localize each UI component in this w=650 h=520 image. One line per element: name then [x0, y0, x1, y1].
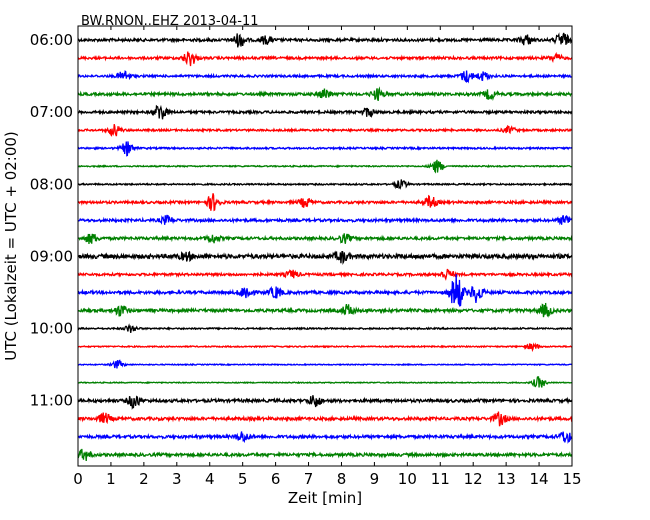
x-tick-label: 9: [370, 470, 380, 488]
trace-0730: [77, 141, 573, 157]
trace-1100: [77, 395, 573, 410]
x-tick-label: 5: [238, 470, 248, 488]
chart-title: BW.RNON..EHZ 2013-04-11: [81, 14, 259, 29]
trace-0815: [77, 193, 573, 212]
x-tick-label: 7: [304, 470, 314, 488]
trace-0715: [77, 124, 573, 137]
x-tick-label: 2: [139, 470, 149, 488]
x-axis-title: Zeit [min]: [288, 489, 362, 507]
trace-group: [77, 32, 573, 461]
y-axis: 06:00 07:00 08:00 09:00 10:00 11:00: [30, 31, 572, 410]
trace-1030: [77, 359, 573, 369]
trace-0900: [77, 250, 573, 265]
y-axis-title: UTC (Lokalzeit = UTC + 02:00): [2, 131, 20, 361]
x-tick-label: 3: [172, 470, 182, 488]
trace-0915: [77, 268, 573, 281]
trace-0930: [77, 274, 573, 307]
trace-1015: [77, 342, 573, 353]
x-tick-label: 13: [497, 470, 516, 488]
x-tick-label: 14: [530, 470, 549, 488]
x-axis: 0 1 2 3 4 5 6 7 8 9 10 11 12 13 14 15: [73, 26, 582, 488]
y-tick-label: 10:00: [30, 320, 73, 338]
x-tick-label: 8: [337, 470, 347, 488]
x-tick-label: 12: [464, 470, 483, 488]
trace-1145: [77, 448, 573, 461]
trace-0630: [77, 70, 573, 84]
x-tick-label: 10: [398, 470, 417, 488]
y-tick-label: 08:00: [30, 175, 73, 193]
trace-0615: [77, 51, 573, 67]
y-tick-label: 09:00: [30, 247, 73, 265]
trace-0645: [77, 86, 573, 102]
trace-0700: [77, 104, 573, 120]
trace-0600: [77, 32, 573, 48]
trace-0745: [77, 159, 573, 174]
plot-frame: [77, 25, 573, 467]
y-tick-label: 06:00: [30, 31, 73, 49]
trace-1115: [77, 411, 573, 427]
trace-0830: [77, 214, 573, 226]
x-tick-label: 11: [431, 470, 450, 488]
trace-1045: [77, 376, 573, 388]
x-tick-label: 4: [205, 470, 215, 488]
y-tick-label: 07:00: [30, 103, 73, 121]
x-tick-label: 1: [106, 470, 116, 488]
trace-1000: [77, 323, 573, 333]
x-tick-label: 15: [562, 470, 581, 488]
trace-0845: [77, 233, 573, 244]
trace-0945: [77, 302, 573, 318]
x-tick-label: 0: [73, 470, 83, 488]
trace-1130: [77, 431, 573, 444]
trace-0800: [77, 179, 573, 190]
x-tick-label: 6: [271, 470, 281, 488]
y-tick-label: 11:00: [30, 392, 73, 410]
